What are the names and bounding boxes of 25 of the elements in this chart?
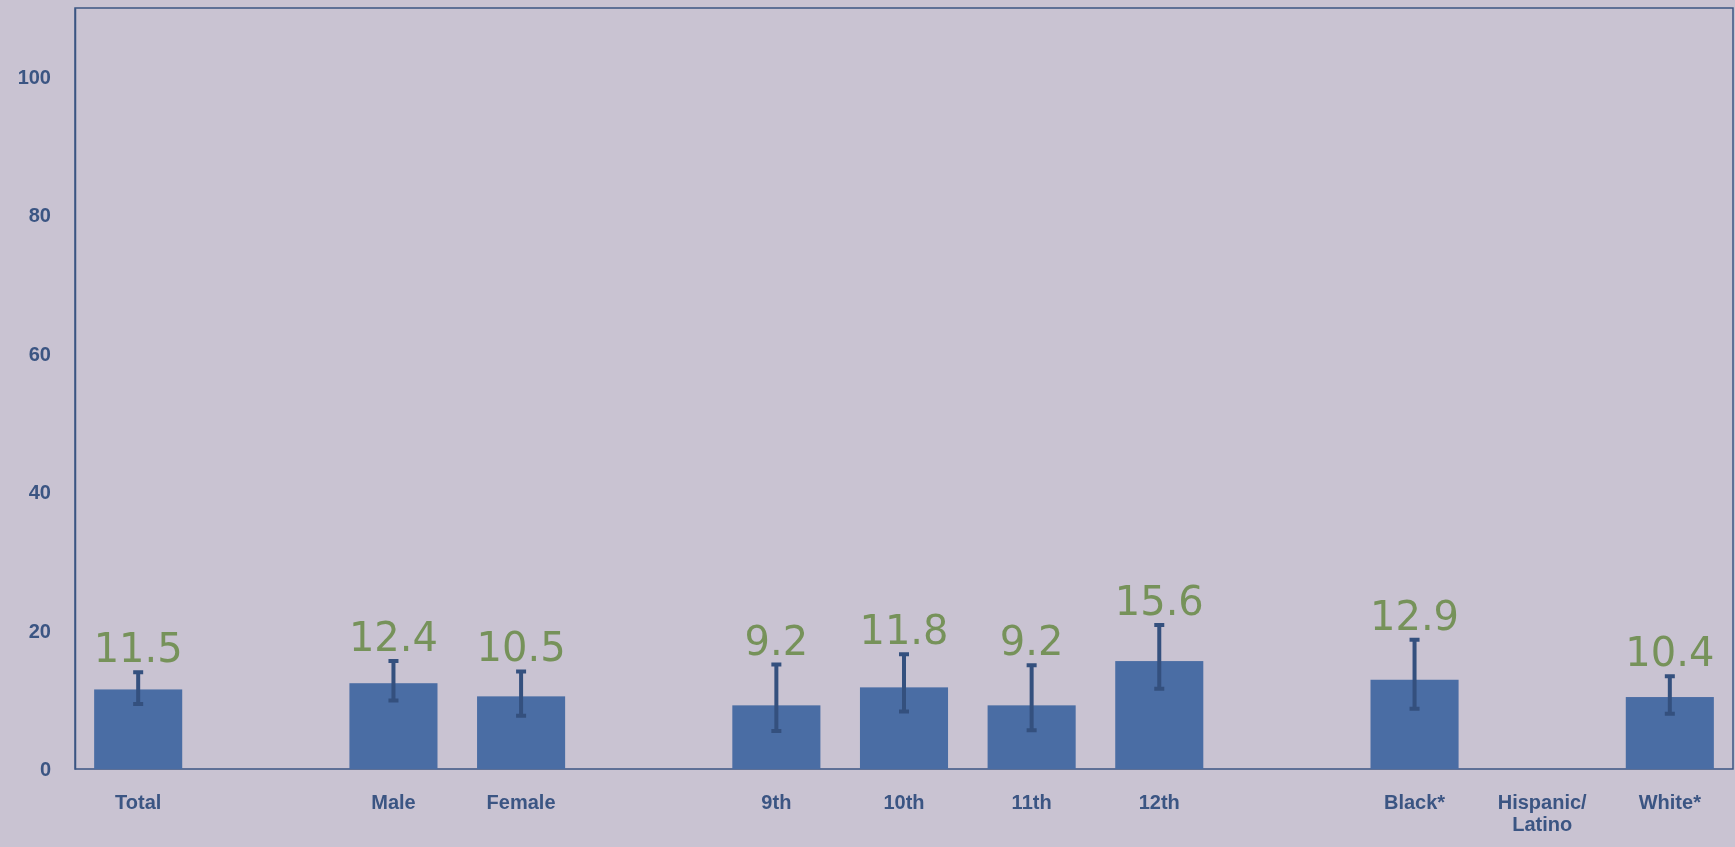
- y-tick-label: 80: [28, 204, 51, 227]
- data-label: 12.9: [1370, 592, 1460, 639]
- x-tick-label: Hispanic/ Latino: [1497, 791, 1588, 835]
- x-tick-label: Female: [486, 791, 556, 813]
- x-tick-label: White*: [1638, 791, 1702, 813]
- data-label: 15.6: [1114, 578, 1204, 625]
- x-tick-label: 9th: [761, 791, 792, 813]
- x-tick-label: Total: [115, 791, 162, 813]
- data-label: 9.2: [744, 617, 809, 664]
- y-tick-label: 100: [17, 66, 51, 89]
- data-label: 11.5: [93, 625, 183, 672]
- data-label: 10.5: [476, 624, 566, 671]
- data-label: 11.8: [859, 607, 949, 654]
- x-tick-label: 11th: [1011, 791, 1052, 813]
- x-tick-label: Black*: [1383, 791, 1446, 813]
- y-tick-label: 40: [28, 481, 51, 504]
- y-tick-label: 60: [28, 342, 51, 365]
- y-tick-label: 20: [28, 619, 51, 642]
- data-label: 9.2: [999, 618, 1064, 665]
- y-tick-label: 0: [39, 757, 51, 780]
- data-label: 12.4: [348, 614, 438, 661]
- x-tick-label: Male: [371, 791, 416, 813]
- data-label: 10.4: [1625, 629, 1715, 676]
- x-tick-label: 12th: [1138, 791, 1180, 813]
- x-tick-label: 10th: [883, 791, 925, 813]
